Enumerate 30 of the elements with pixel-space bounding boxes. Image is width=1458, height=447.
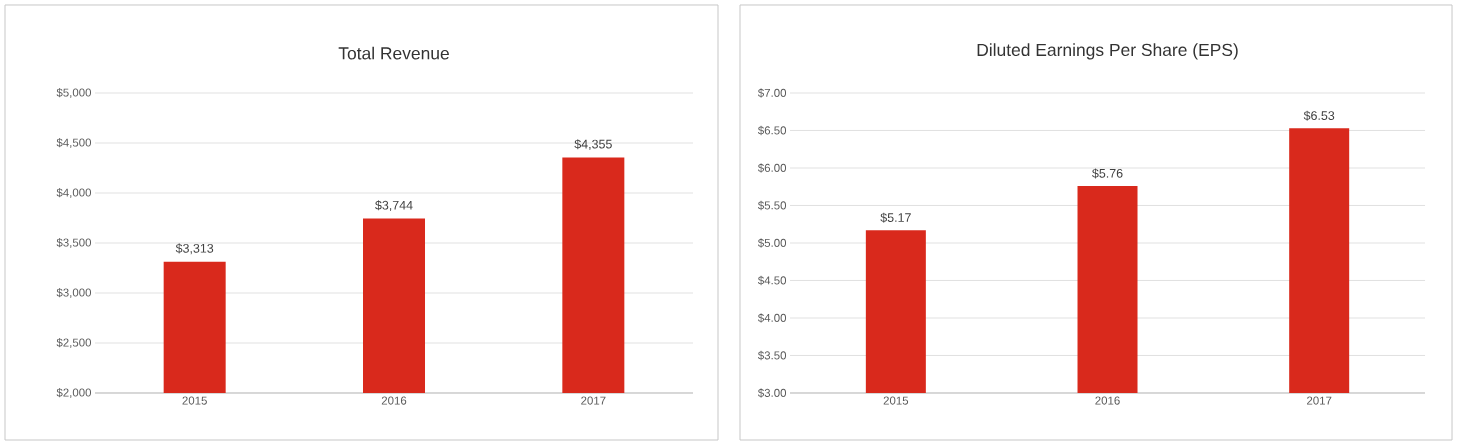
data-label: $5.76 [1092,168,1123,179]
y-tick-label: $6.50 [757,125,787,136]
y-tick-label: $6.00 [757,163,787,173]
data-label: $4,355 [574,139,612,150]
x-tick-label: 2017 [581,396,606,405]
x-tick-label: 2016 [381,396,407,405]
chart-title: Total Revenue [338,46,449,60]
y-tick-label: $5.50 [757,200,787,211]
y-tick-label: $2,500 [56,338,92,348]
y-tick-label: $4.00 [757,313,787,323]
y-tick-label: $5,000 [56,88,92,98]
data-label: $3,744 [375,200,413,212]
y-tick-label: $5.00 [757,238,787,248]
y-tick-label: $3,000 [56,288,92,298]
data-label: $6.53 [1303,110,1335,121]
y-tick-label: $3.00 [757,388,787,398]
x-tick-label: 2015 [883,396,909,405]
y-tick-label: $3,500 [56,238,92,248]
y-tick-label: $4,000 [56,188,92,198]
y-tick-label: $2,000 [56,388,92,398]
y-tick-label: $4.50 [757,275,787,286]
data-label: $3,313 [175,243,214,255]
x-tick-label: 2015 [182,396,207,405]
y-tick-label: $4,500 [56,138,92,148]
x-tick-label: 2016 [1095,396,1120,405]
y-tick-label: $3.50 [757,350,787,361]
chart-title: Diluted Earnings Per Share (EPS) [977,43,1238,60]
data-label: $5.17 [880,212,911,223]
y-tick-label: $7.00 [757,88,787,98]
x-tick-label: 2017 [1307,396,1332,405]
